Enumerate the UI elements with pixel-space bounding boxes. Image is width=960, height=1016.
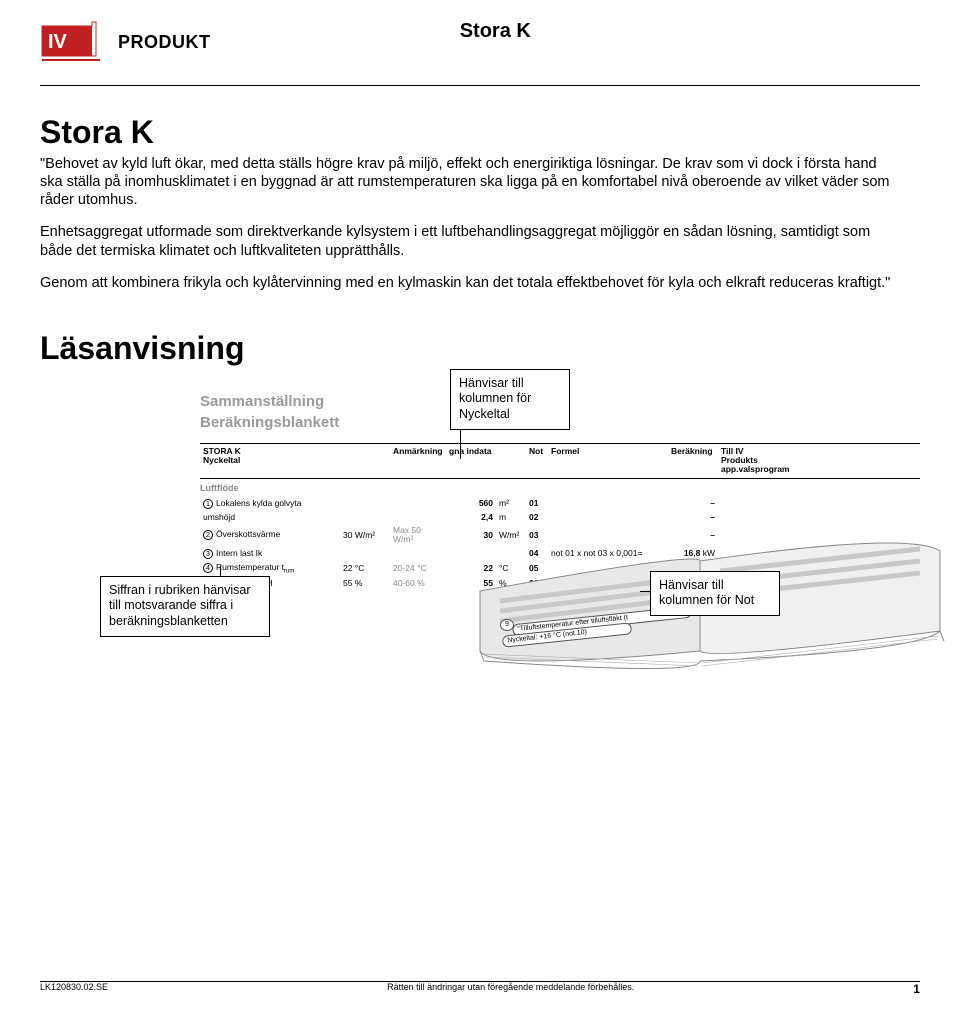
page-footer: LK120830.02.SE Rätten till ändringar uta… [40, 982, 920, 996]
intro-paragraph-2: Enhetsaggregat utformade som direktverka… [40, 223, 900, 259]
open-book-icon [440, 451, 960, 681]
callout-line-right [640, 591, 650, 592]
intro-paragraph-1: "Behovet av kyld luft ökar, med detta st… [40, 155, 900, 209]
reading-guide-area: Sammanställning Beräkningsblankett Hänvi… [200, 391, 920, 661]
callout-line-left [220, 566, 221, 576]
header-title: Stora K [141, 20, 851, 43]
hdr-empty [340, 446, 390, 476]
footer-page-number: 1 [913, 982, 920, 996]
hdr-nyckeltal: Nyckeltal [203, 455, 240, 465]
callout-left: Siffran i rubriken hänvisar till motsvar… [100, 576, 270, 637]
footer-disclaimer: Rätten till ändringar utan föregående me… [387, 982, 634, 996]
callout-top: Hänvisar till kolumnen för Nyckeltal [450, 369, 570, 430]
header-divider [40, 85, 920, 86]
brand-logo-icon: IV [40, 20, 110, 65]
footer-doc-id: LK120830.02.SE [40, 982, 108, 996]
svg-text:IV: IV [48, 31, 68, 53]
intro-paragraph-3: Genom att kombinera frikyla och kylåterv… [40, 274, 900, 292]
page-title: Stora K [40, 114, 920, 151]
hdr-anm: Anmärkning [390, 446, 446, 476]
callout-right: Hänvisar till kolumnen för Not [650, 571, 780, 616]
page-header: IV PRODUKT Stora K [40, 20, 920, 65]
section-title: Läsanvisning [40, 330, 920, 367]
